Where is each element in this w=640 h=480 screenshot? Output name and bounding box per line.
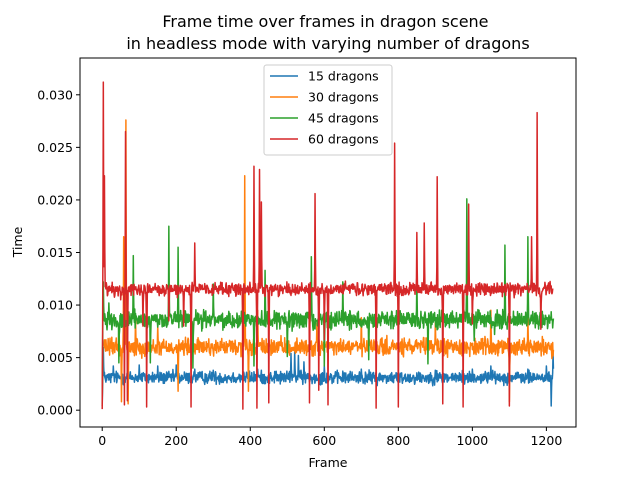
- legend: 15 dragons 30 dragons 45 dragons 60 dragons: [263, 64, 393, 156]
- legend-label: 60 dragons: [308, 132, 379, 147]
- x-tick-label: 1200: [530, 433, 562, 448]
- x-tick-label: 200: [164, 433, 188, 448]
- y-tick-label: 0.020: [37, 192, 73, 207]
- chart-title: Frame time over frames in dragon scene i…: [126, 12, 529, 53]
- y-tick-label: 0.025: [37, 140, 73, 155]
- y-tick-label: 0.015: [37, 245, 73, 260]
- series-line-60-dragons: [101, 81, 554, 410]
- x-axis-ticks: 0 200 400 600 800 1000 1200: [98, 427, 562, 448]
- legend-box: [263, 64, 393, 156]
- legend-label: 45 dragons: [308, 111, 379, 126]
- y-axis-label: Time: [10, 226, 25, 258]
- plot-area-frame: [79, 57, 577, 428]
- y-tick-label: 0.010: [37, 298, 73, 313]
- y-axis-ticks: 0.000 0.005 0.010 0.015 0.020 0.025 0.030: [37, 87, 80, 418]
- legend-label: 15 dragons: [308, 69, 379, 84]
- legend-label: 30 dragons: [308, 90, 379, 105]
- chart-title-line-2: in headless mode with varying number of …: [126, 34, 529, 53]
- y-tick-label: 0.005: [37, 350, 73, 365]
- x-tick-label: 800: [386, 433, 410, 448]
- x-tick-label: 400: [238, 433, 262, 448]
- y-tick-label: 0.030: [37, 87, 73, 102]
- x-tick-label: 0: [98, 433, 106, 448]
- chart-title-line-1: Frame time over frames in dragon scene: [162, 12, 488, 31]
- x-tick-label: 600: [312, 433, 336, 448]
- x-tick-label: 1000: [456, 433, 488, 448]
- y-tick-label: 0.000: [37, 403, 73, 418]
- series-layer: [101, 81, 555, 410]
- x-axis-label: Frame: [309, 455, 348, 470]
